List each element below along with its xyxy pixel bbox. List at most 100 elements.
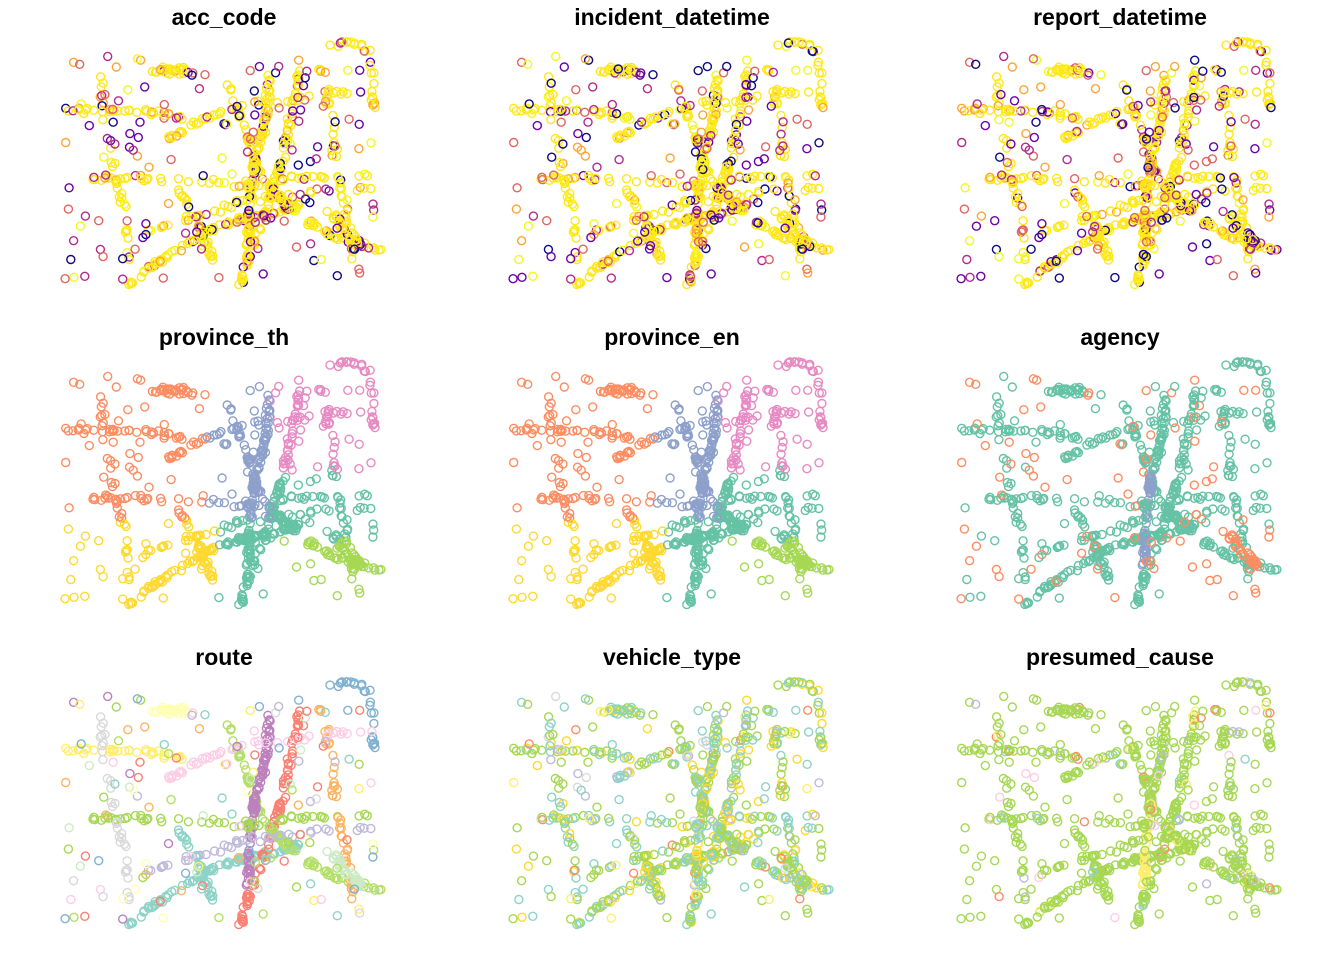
accident-point — [731, 197, 742, 207]
accident-point — [511, 524, 522, 534]
accident-point — [788, 229, 798, 239]
accident-point — [789, 357, 800, 367]
accident-point — [514, 254, 524, 265]
accident-point — [1008, 106, 1019, 116]
accident-point — [671, 537, 681, 547]
accident-point — [249, 556, 260, 567]
accident-point — [265, 86, 275, 96]
accident-point — [731, 445, 741, 455]
accident-point — [110, 158, 120, 169]
accident-point — [1152, 137, 1162, 148]
accident-point — [528, 531, 539, 541]
accident-point — [628, 513, 638, 523]
accident-point — [508, 137, 519, 148]
accident-point — [696, 154, 707, 164]
accident-point — [338, 407, 348, 417]
accident-point — [692, 211, 702, 221]
accident-point — [649, 209, 659, 220]
accident-point — [258, 130, 268, 141]
accident-point — [1013, 254, 1024, 264]
accident-point — [258, 445, 268, 456]
accident-point — [243, 544, 253, 554]
map-panel-report-datetime: report_datetime — [896, 0, 1344, 320]
accident-point — [173, 493, 184, 504]
accident-point — [159, 419, 170, 430]
accident-point — [311, 474, 321, 484]
accident-point — [198, 170, 208, 181]
accident-point — [1040, 162, 1050, 172]
accident-point — [209, 110, 219, 120]
accident-point — [517, 272, 527, 282]
accident-point — [965, 272, 975, 282]
accident-point — [807, 183, 817, 193]
accident-point — [1150, 500, 1160, 511]
accident-point — [558, 459, 568, 469]
accident-point — [635, 390, 645, 400]
accident-point — [219, 177, 230, 188]
accident-point — [278, 459, 289, 469]
accident-point — [657, 430, 667, 440]
accident-point — [956, 137, 967, 148]
accident-point — [1134, 275, 1144, 285]
accident-point — [347, 548, 357, 558]
accident-point — [261, 418, 271, 428]
accident-point — [171, 113, 182, 123]
accident-point — [122, 536, 132, 546]
accident-point — [365, 365, 375, 375]
accident-point — [60, 274, 70, 284]
accident-point — [740, 415, 751, 426]
accident-point — [780, 543, 790, 553]
accident-point — [79, 108, 89, 119]
accident-point — [95, 412, 105, 422]
accident-point — [68, 555, 79, 566]
accident-point — [1037, 218, 1047, 229]
accident-point — [524, 99, 534, 109]
accident-point — [180, 228, 191, 238]
accident-point — [323, 88, 333, 99]
accident-point — [245, 557, 256, 567]
accident-point — [183, 497, 194, 507]
accident-point — [803, 87, 814, 97]
accident-point — [743, 425, 754, 435]
accident-point — [1154, 130, 1164, 141]
accident-point — [677, 501, 687, 512]
accident-point — [113, 96, 124, 106]
accident-point — [776, 533, 786, 543]
accident-point — [227, 104, 237, 115]
accident-point — [355, 385, 365, 396]
accident-point — [333, 492, 343, 503]
accident-point — [1231, 38, 1242, 48]
accident-point — [797, 564, 808, 574]
accident-point — [625, 560, 636, 571]
accident-point — [116, 188, 127, 199]
accident-point — [244, 531, 254, 541]
accident-point — [367, 86, 377, 97]
accident-point — [1190, 66, 1201, 76]
accident-point — [996, 409, 1006, 420]
accident-point — [365, 380, 375, 391]
accident-point — [238, 275, 248, 285]
accident-point — [989, 215, 1000, 226]
accident-point — [305, 156, 316, 167]
accident-point — [776, 110, 786, 121]
accident-point — [725, 196, 735, 207]
accident-point — [342, 515, 352, 525]
accident-point — [320, 546, 330, 557]
accident-point — [1160, 204, 1170, 214]
accident-point — [227, 489, 237, 499]
accident-point — [282, 434, 292, 444]
accident-point — [702, 381, 713, 392]
accident-point — [1160, 501, 1170, 511]
accident-point — [335, 38, 346, 48]
accident-point — [320, 226, 330, 237]
accident-point — [286, 171, 297, 181]
accident-point — [618, 245, 628, 256]
accident-point — [294, 436, 304, 446]
accident-point — [322, 206, 332, 217]
accident-point — [739, 562, 750, 572]
accident-point — [1174, 175, 1184, 185]
accident-point — [1215, 173, 1226, 183]
accident-point — [1026, 244, 1036, 254]
accident-point — [686, 595, 696, 605]
accident-point — [1125, 501, 1135, 512]
